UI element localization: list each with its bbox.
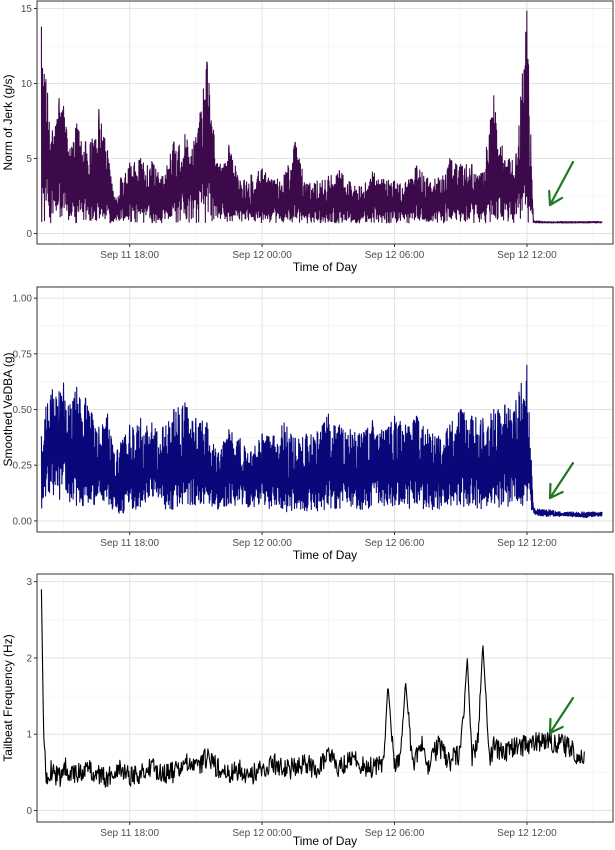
chart-panel-1: 0 5 10 15 Sep 11 18:00 Sep 12 00:00 Sep 12 06:… <box>1 0 614 274</box>
x-tick-label: Sep 11 18:00 <box>100 828 159 839</box>
x-tick-label: Sep 12 00:00 <box>232 538 292 549</box>
y-axis-title: Tailbeat Frequency (Hz) <box>1 634 15 761</box>
y-tick-label: 15 <box>21 4 33 15</box>
y-tick-label: 1.00 <box>13 294 33 305</box>
y-tick-label: 2 <box>26 653 32 664</box>
annotation-arrow-shaft <box>548 160 575 207</box>
annotation-arrow-shaft <box>548 696 575 735</box>
series-line <box>40 364 603 519</box>
x-tick-label: Sep 12 12:00 <box>497 828 557 839</box>
y-tick-label: 0.50 <box>13 405 33 416</box>
x-tick-label: Sep 12 06:00 <box>365 828 425 839</box>
x-axis-title: Time of Day <box>293 260 357 274</box>
x-tick-label: Sep 12 06:00 <box>365 250 425 261</box>
annotation-arrow-head <box>548 189 564 207</box>
x-tick-label: Sep 12 12:00 <box>497 538 557 549</box>
y-tick-label: 0 <box>26 806 32 817</box>
y-tick-label: 5 <box>26 154 32 165</box>
series-line <box>40 589 585 788</box>
y-tick-label: 0.75 <box>13 349 33 360</box>
plot-border <box>36 573 614 823</box>
y-tick-label: 10 <box>21 79 33 90</box>
series-line <box>40 10 603 224</box>
annotation-arrow-head <box>548 482 564 500</box>
chart-panel-3: 0 1 2 3 Sep 11 18:00 Sep 12 00:00 Sep 12 06:00… <box>1 573 614 848</box>
y-tick-label: 0.00 <box>13 516 33 527</box>
x-axis-title: Time of Day <box>293 834 357 848</box>
y-tick-label: 0 <box>26 229 32 240</box>
x-tick-label: Sep 12 06:00 <box>365 538 425 549</box>
x-tick-label: Sep 12 00:00 <box>232 250 292 261</box>
plot-border <box>36 0 614 245</box>
y-axis-title: Smoothed VeDBA (g) <box>1 352 15 466</box>
x-axis-title: Time of Day <box>293 548 357 562</box>
annotation-arrow-shaft <box>548 461 575 500</box>
annotation-arrow-head <box>548 717 564 735</box>
x-tick-label: Sep 12 12:00 <box>497 250 557 261</box>
x-tick-label: Sep 11 18:00 <box>100 538 159 549</box>
y-axis-title: Norm of Jerk (g/s) <box>1 74 15 170</box>
y-tick-label: 1 <box>26 730 32 741</box>
x-tick-label: Sep 11 18:00 <box>100 250 159 261</box>
y-tick-label: 0.25 <box>13 461 33 472</box>
y-tick-label: 3 <box>26 577 32 588</box>
x-tick-label: Sep 12 00:00 <box>232 828 292 839</box>
chart-panel-2: 0.00 0.25 0.50 0.75 1.00 Sep 11 18:00 Sep 12 0… <box>1 286 614 562</box>
